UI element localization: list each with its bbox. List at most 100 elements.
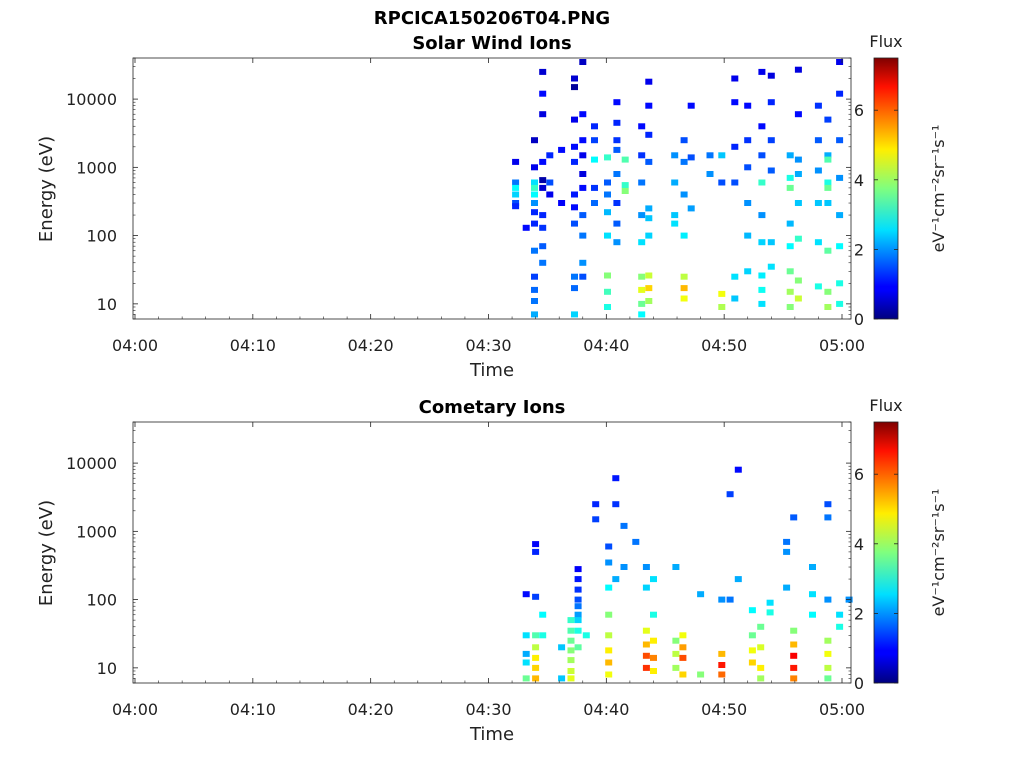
- heatmap-cell: [579, 171, 587, 177]
- heatmap-cell: [706, 152, 714, 159]
- heatmap-cell: [571, 84, 578, 91]
- heatmap-cell: [621, 188, 629, 194]
- heatmap-cell: [571, 116, 578, 123]
- heatmap-cell: [680, 285, 688, 292]
- heatmap-cell: [836, 212, 844, 219]
- heatmap-cell: [571, 143, 578, 150]
- heatmap-cell: [539, 611, 547, 618]
- heatmap-cell: [531, 184, 538, 191]
- heatmap-cell: [604, 232, 611, 239]
- heatmap-cell: [612, 475, 620, 482]
- heatmap-cell: [731, 99, 739, 106]
- colorbar-cometary: Flux 0 2 4 6 eV⁻¹cm⁻²sr⁻¹s⁻¹: [854, 396, 948, 693]
- colorbar-units: eV⁻¹cm⁻²sr⁻¹s⁻¹: [929, 125, 948, 253]
- heatmap-cell: [613, 239, 621, 246]
- heatmap-cell: [786, 174, 794, 181]
- heatmap-cell: [783, 548, 791, 555]
- heatmap-cell: [731, 273, 739, 280]
- heatmap-cell: [591, 137, 598, 144]
- heatmap-cell: [591, 184, 598, 191]
- heatmap-cell: [824, 664, 832, 671]
- heatmap-cell: [642, 627, 650, 634]
- heatmap-cell: [734, 576, 742, 583]
- heatmap-cell: [567, 647, 575, 654]
- heatmap-cell: [794, 235, 802, 242]
- heatmap-cell: [539, 90, 547, 97]
- x-tick-label: 04:30: [465, 336, 511, 355]
- heatmap-cell: [671, 220, 679, 227]
- heatmap-cell: [766, 599, 774, 606]
- heatmap-cell: [574, 603, 582, 610]
- x-axis-cometary: 04:00 04:10 04:20 04:30 04:40 04:50 05:00: [112, 422, 865, 719]
- panel-title-solar-wind: Solar Wind Ions: [412, 33, 571, 54]
- heatmap-cell: [645, 285, 653, 292]
- colorbar-tick-label: 2: [854, 240, 864, 259]
- heatmap-cell: [645, 102, 653, 109]
- heatmap-cell: [671, 152, 679, 159]
- heatmap-cell: [604, 191, 611, 198]
- heatmap-cell: [794, 156, 802, 163]
- heatmap-cell: [814, 102, 822, 109]
- heatmap-cell: [836, 137, 844, 144]
- heatmap-cells-solar-wind: [512, 59, 844, 318]
- heatmap-cell: [567, 637, 575, 644]
- heatmap-cell: [718, 179, 726, 186]
- heatmap-cell: [786, 220, 794, 227]
- heatmap-cell: [574, 566, 582, 573]
- heatmap-cell: [824, 637, 832, 644]
- heatmap-cell: [579, 259, 587, 266]
- heatmap-cell: [758, 239, 766, 246]
- heatmap-cell: [531, 311, 538, 318]
- heatmap-cell: [836, 611, 844, 618]
- heatmap-cell: [613, 171, 621, 177]
- heatmap-cell: [605, 611, 613, 618]
- heatmap-cell: [824, 596, 832, 603]
- heatmap-cell: [650, 637, 657, 644]
- heatmap-cell: [621, 156, 629, 163]
- x-tick-label: 04:40: [583, 336, 629, 355]
- x-tick-label: 04:10: [230, 700, 276, 719]
- heatmap-cell: [539, 243, 547, 250]
- x-axis-label-cometary: Time: [469, 724, 514, 745]
- heatmap-cell: [767, 239, 775, 246]
- heatmap-cell: [718, 671, 726, 678]
- heatmap-cell: [531, 298, 538, 304]
- heatmap-cell: [786, 184, 794, 191]
- heatmap-cell: [579, 273, 587, 280]
- heatmap-cell: [574, 596, 582, 603]
- heatmap-cell: [620, 522, 628, 529]
- colorbar-tick-label: 6: [854, 465, 864, 484]
- heatmap-cell: [744, 232, 752, 239]
- heatmap-cell: [757, 675, 765, 682]
- colorbar-units: eV⁻¹cm⁻²sr⁻¹s⁻¹: [929, 489, 948, 617]
- heatmap-cell: [814, 200, 822, 206]
- heatmap-cell: [539, 259, 547, 266]
- heatmap-cell: [687, 102, 695, 109]
- heatmap-cell: [642, 664, 650, 671]
- heatmap-cell: [794, 171, 802, 177]
- heatmap-cell: [679, 632, 687, 639]
- heatmap-cell: [672, 564, 680, 570]
- x-tick-label: 04:00: [112, 336, 158, 355]
- heatmap-cell: [645, 232, 653, 239]
- heatmap-cell: [642, 652, 650, 659]
- heatmap-cell: [783, 584, 791, 591]
- heatmap-cell: [579, 184, 587, 191]
- heatmap-cell: [706, 171, 714, 177]
- heatmap-cell: [531, 164, 538, 171]
- heatmap-cell: [539, 177, 547, 184]
- heatmap-cell: [814, 167, 822, 174]
- heatmap-cell: [582, 632, 590, 639]
- heatmap-cell: [687, 154, 695, 161]
- colorbar-tick-label: 0: [854, 310, 864, 329]
- heatmap-cell: [726, 491, 734, 498]
- heatmap-cell: [512, 191, 520, 198]
- heatmap-cell: [718, 650, 726, 657]
- heatmap-cell: [687, 205, 695, 212]
- heatmap-cell: [638, 179, 646, 186]
- heatmap-cell: [748, 659, 756, 666]
- heatmap-cell: [680, 137, 688, 144]
- heatmap-cell: [592, 516, 600, 523]
- x-tick-label: 04:10: [230, 336, 276, 355]
